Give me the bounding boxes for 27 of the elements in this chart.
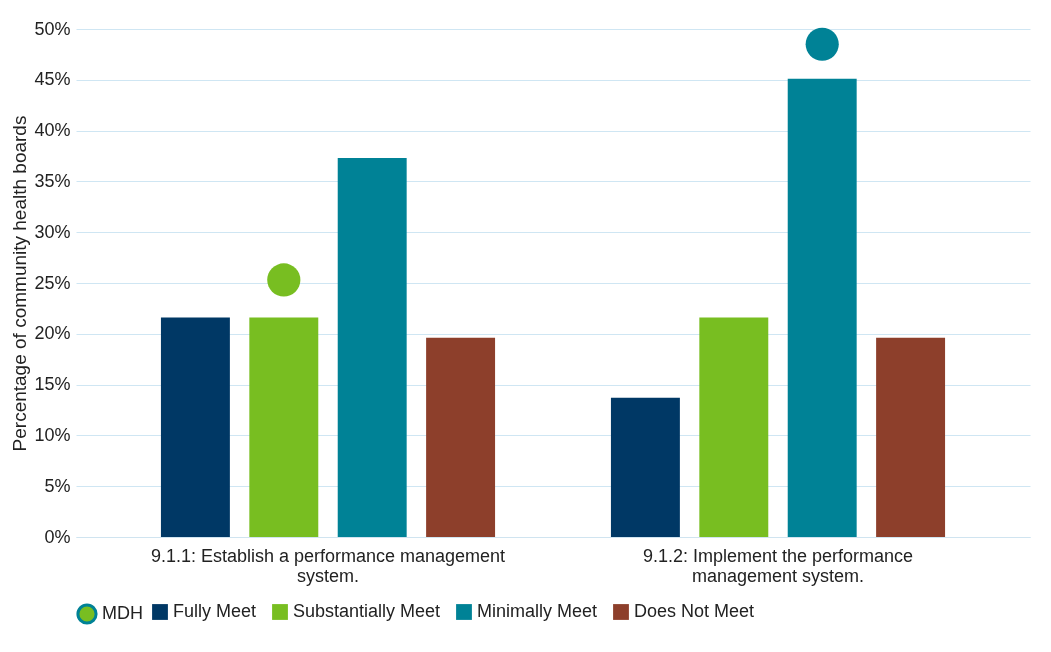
y-tick-label: 15%: [34, 374, 71, 395]
y-tick-label: 0%: [44, 526, 71, 547]
y-tick-label: 40%: [34, 120, 71, 141]
x-tick-label: 9.1.1: Establish a performance management system.: [150, 545, 506, 586]
bar: [337, 158, 407, 537]
y-tick-label: 10%: [34, 424, 71, 445]
legend-label: Minimally Meet: [477, 601, 598, 621]
bar: [426, 337, 496, 537]
bar: [787, 78, 857, 537]
legend-label: MDH: [102, 603, 143, 623]
y-tick-label: 5%: [44, 475, 71, 496]
y-tick-label: 35%: [34, 170, 71, 191]
bar: [699, 317, 769, 537]
y-tick-label: 25%: [34, 272, 71, 293]
y-tick-label: 50%: [34, 18, 71, 39]
x-tick-label: 9.1.2: Implement the performance management system.: [642, 545, 914, 586]
y-tick-label: 20%: [34, 323, 71, 344]
y-tick-label: 30%: [34, 221, 71, 242]
bar: [249, 317, 319, 537]
bar: [876, 337, 946, 537]
legend-label: Fully Meet: [173, 601, 257, 621]
bar: [160, 317, 230, 537]
y-tick-label: 45%: [34, 69, 71, 90]
legend-label: Does Not Meet: [634, 601, 755, 621]
bar: [610, 397, 680, 537]
y-axis-title: Percentage of community health boards: [9, 115, 31, 452]
legend-label: Substantially Meet: [293, 601, 441, 621]
